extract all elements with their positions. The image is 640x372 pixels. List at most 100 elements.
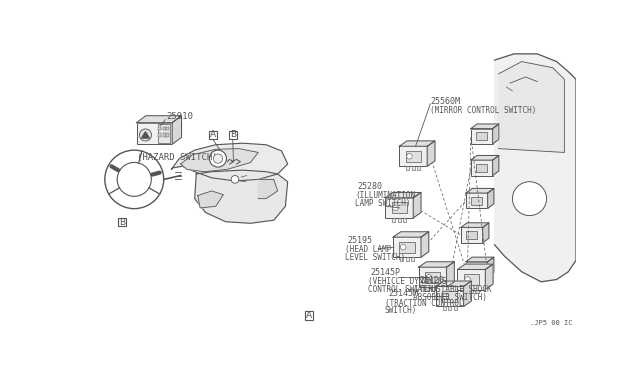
- Circle shape: [401, 244, 406, 250]
- Text: 25280: 25280: [358, 182, 383, 191]
- Circle shape: [117, 163, 151, 196]
- Bar: [419, 267, 447, 287]
- Bar: [228, 131, 237, 139]
- Polygon shape: [393, 232, 429, 237]
- Text: ABSORBER SWITCH): ABSORBER SWITCH): [413, 293, 487, 302]
- Bar: [476, 132, 487, 140]
- Circle shape: [406, 154, 412, 159]
- Circle shape: [213, 154, 223, 163]
- Bar: [436, 286, 463, 307]
- Text: CONTROL SWITCH): CONTROL SWITCH): [368, 285, 438, 294]
- Text: 25195: 25195: [348, 235, 372, 245]
- Polygon shape: [385, 192, 421, 198]
- Polygon shape: [447, 262, 454, 287]
- Bar: [471, 129, 493, 144]
- Text: (HEAD LAMP: (HEAD LAMP: [345, 245, 391, 254]
- Bar: [476, 289, 479, 294]
- Polygon shape: [428, 141, 435, 166]
- Text: B: B: [119, 218, 125, 227]
- Bar: [461, 227, 483, 243]
- Polygon shape: [141, 132, 149, 138]
- Bar: [209, 131, 217, 139]
- Polygon shape: [483, 223, 489, 243]
- Bar: [393, 237, 421, 257]
- Bar: [436, 287, 440, 291]
- Text: 25120: 25120: [419, 276, 444, 285]
- Bar: [458, 269, 485, 289]
- Circle shape: [105, 150, 164, 209]
- Text: (VEHICLE DYNAMICS: (VEHICLE DYNAMICS: [368, 277, 447, 286]
- Polygon shape: [466, 257, 494, 262]
- Text: 25145M: 25145M: [388, 289, 419, 298]
- Bar: [305, 311, 314, 320]
- Circle shape: [209, 150, 227, 167]
- Polygon shape: [413, 192, 421, 218]
- Polygon shape: [421, 232, 429, 257]
- Text: LEVEL SWITCH): LEVEL SWITCH): [345, 253, 405, 262]
- Bar: [412, 166, 415, 170]
- Polygon shape: [485, 264, 493, 289]
- Polygon shape: [471, 155, 499, 160]
- Bar: [399, 242, 415, 253]
- Circle shape: [393, 205, 398, 211]
- Bar: [400, 257, 403, 261]
- Polygon shape: [488, 189, 494, 208]
- Circle shape: [231, 176, 239, 183]
- Bar: [466, 193, 488, 208]
- Text: A: A: [210, 130, 216, 140]
- Text: (ADJUSTABLE SHOCK: (ADJUSTABLE SHOCK: [413, 285, 492, 294]
- Circle shape: [465, 277, 470, 282]
- Bar: [118, 218, 127, 227]
- Bar: [158, 134, 161, 137]
- Polygon shape: [495, 54, 576, 282]
- Bar: [471, 160, 493, 176]
- Bar: [392, 218, 396, 222]
- Polygon shape: [466, 189, 494, 193]
- Polygon shape: [488, 257, 494, 277]
- Text: LAMP SWITCH): LAMP SWITCH): [355, 199, 411, 208]
- Bar: [406, 151, 421, 162]
- Bar: [472, 266, 482, 273]
- Polygon shape: [259, 179, 278, 199]
- Bar: [397, 218, 401, 222]
- Polygon shape: [493, 155, 499, 176]
- Bar: [431, 287, 434, 291]
- Circle shape: [426, 275, 431, 280]
- Bar: [163, 134, 166, 137]
- Bar: [426, 287, 429, 291]
- Bar: [466, 262, 488, 277]
- Polygon shape: [399, 141, 435, 146]
- Bar: [442, 307, 445, 310]
- Bar: [467, 231, 477, 239]
- Circle shape: [443, 294, 449, 299]
- Text: (ILLUMINATION: (ILLUMINATION: [355, 191, 415, 200]
- Bar: [163, 127, 166, 130]
- Polygon shape: [499, 62, 564, 153]
- Polygon shape: [195, 170, 288, 223]
- Bar: [136, 123, 172, 144]
- Bar: [385, 198, 413, 218]
- Bar: [406, 257, 408, 261]
- Text: 25560M: 25560M: [430, 97, 460, 106]
- Polygon shape: [172, 116, 182, 144]
- Bar: [399, 146, 428, 166]
- Circle shape: [513, 182, 547, 216]
- Polygon shape: [136, 116, 182, 123]
- Bar: [442, 291, 458, 302]
- Polygon shape: [471, 124, 499, 129]
- Bar: [406, 166, 409, 170]
- Text: .JP5 00 IC: .JP5 00 IC: [530, 320, 572, 326]
- Bar: [454, 307, 457, 310]
- Bar: [472, 197, 482, 205]
- Bar: [392, 202, 407, 214]
- Polygon shape: [436, 281, 472, 286]
- Bar: [417, 166, 420, 170]
- Bar: [166, 127, 170, 130]
- Bar: [448, 307, 451, 310]
- Text: 25910: 25910: [166, 112, 193, 121]
- Bar: [425, 272, 440, 283]
- Text: SWITCH): SWITCH): [385, 307, 417, 315]
- Text: (HAZARD SWITCH): (HAZARD SWITCH): [136, 154, 217, 163]
- Polygon shape: [463, 281, 472, 307]
- Bar: [411, 257, 414, 261]
